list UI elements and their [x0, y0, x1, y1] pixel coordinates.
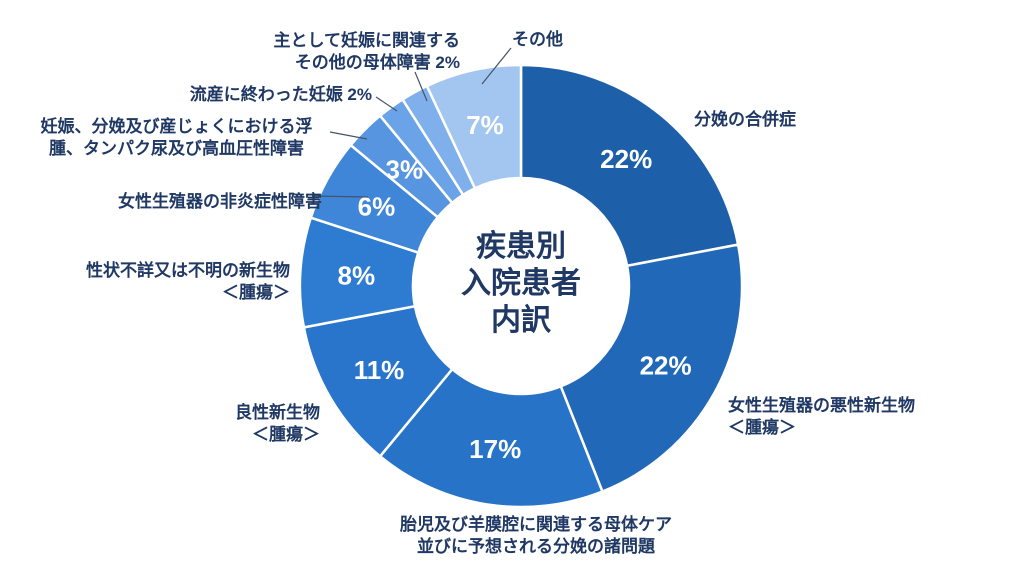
pie-segment-0: [519, 63, 740, 268]
pct-label-5: 6%: [358, 192, 396, 222]
pct-label-9: 7%: [466, 110, 504, 140]
pct-label-4: 8%: [338, 261, 376, 291]
segment-callout-omoni-ninshin-boutai: 主として妊娠に関連する その他の母体障害 2%: [273, 31, 461, 72]
segment-callout-ryousei-shinseibutsu: 良性新生物 ＜腫瘍＞: [235, 403, 320, 444]
leader-line: [311, 195, 369, 198]
pct-label-2: 17%: [469, 434, 521, 464]
leader-line: [414, 71, 428, 102]
leader-line: [329, 131, 368, 140]
leader-line: [375, 96, 398, 112]
pct-label-1: 22%: [640, 351, 692, 381]
pie-segment-2: [378, 367, 605, 509]
segment-callout-sonota: その他: [512, 30, 563, 49]
chart-center-title: 疾患別 入院患者 内訳: [461, 230, 581, 337]
pie-segment-9: [425, 63, 523, 190]
segment-callout-hienshousei-shougai: 女性生殖器の非炎症性障害: [118, 192, 322, 211]
segment-callout-ryuzan-ninshin: 流産に終わった妊娠 2%: [189, 85, 372, 104]
segment-callout-seijou-fushou: 性状不詳又は不明の新生物 ＜腫瘍＞: [86, 261, 290, 302]
pct-label-0: 22%: [600, 144, 652, 174]
pie-segment-1: [559, 243, 744, 494]
segment-callout-ninshin-fushu: 妊娠、分娩及び産じょくにおける浮 腫、タンパク尿及び高血圧性障害: [40, 117, 313, 158]
segment-callout-taiji-boutai-care: 胎児及び羊膜腔に関連する母体ケア 並びに予想される分娩の諸問題: [400, 515, 672, 556]
leader-line: [481, 47, 512, 85]
segment-callout-bunben-gappeisho: 分娩の合併症: [694, 110, 796, 129]
pct-label-3: 11%: [354, 355, 405, 385]
segment-callout-akusei-shinseibutsu: 女性生殖器の悪性新生物 ＜腫瘍＞: [728, 396, 915, 437]
